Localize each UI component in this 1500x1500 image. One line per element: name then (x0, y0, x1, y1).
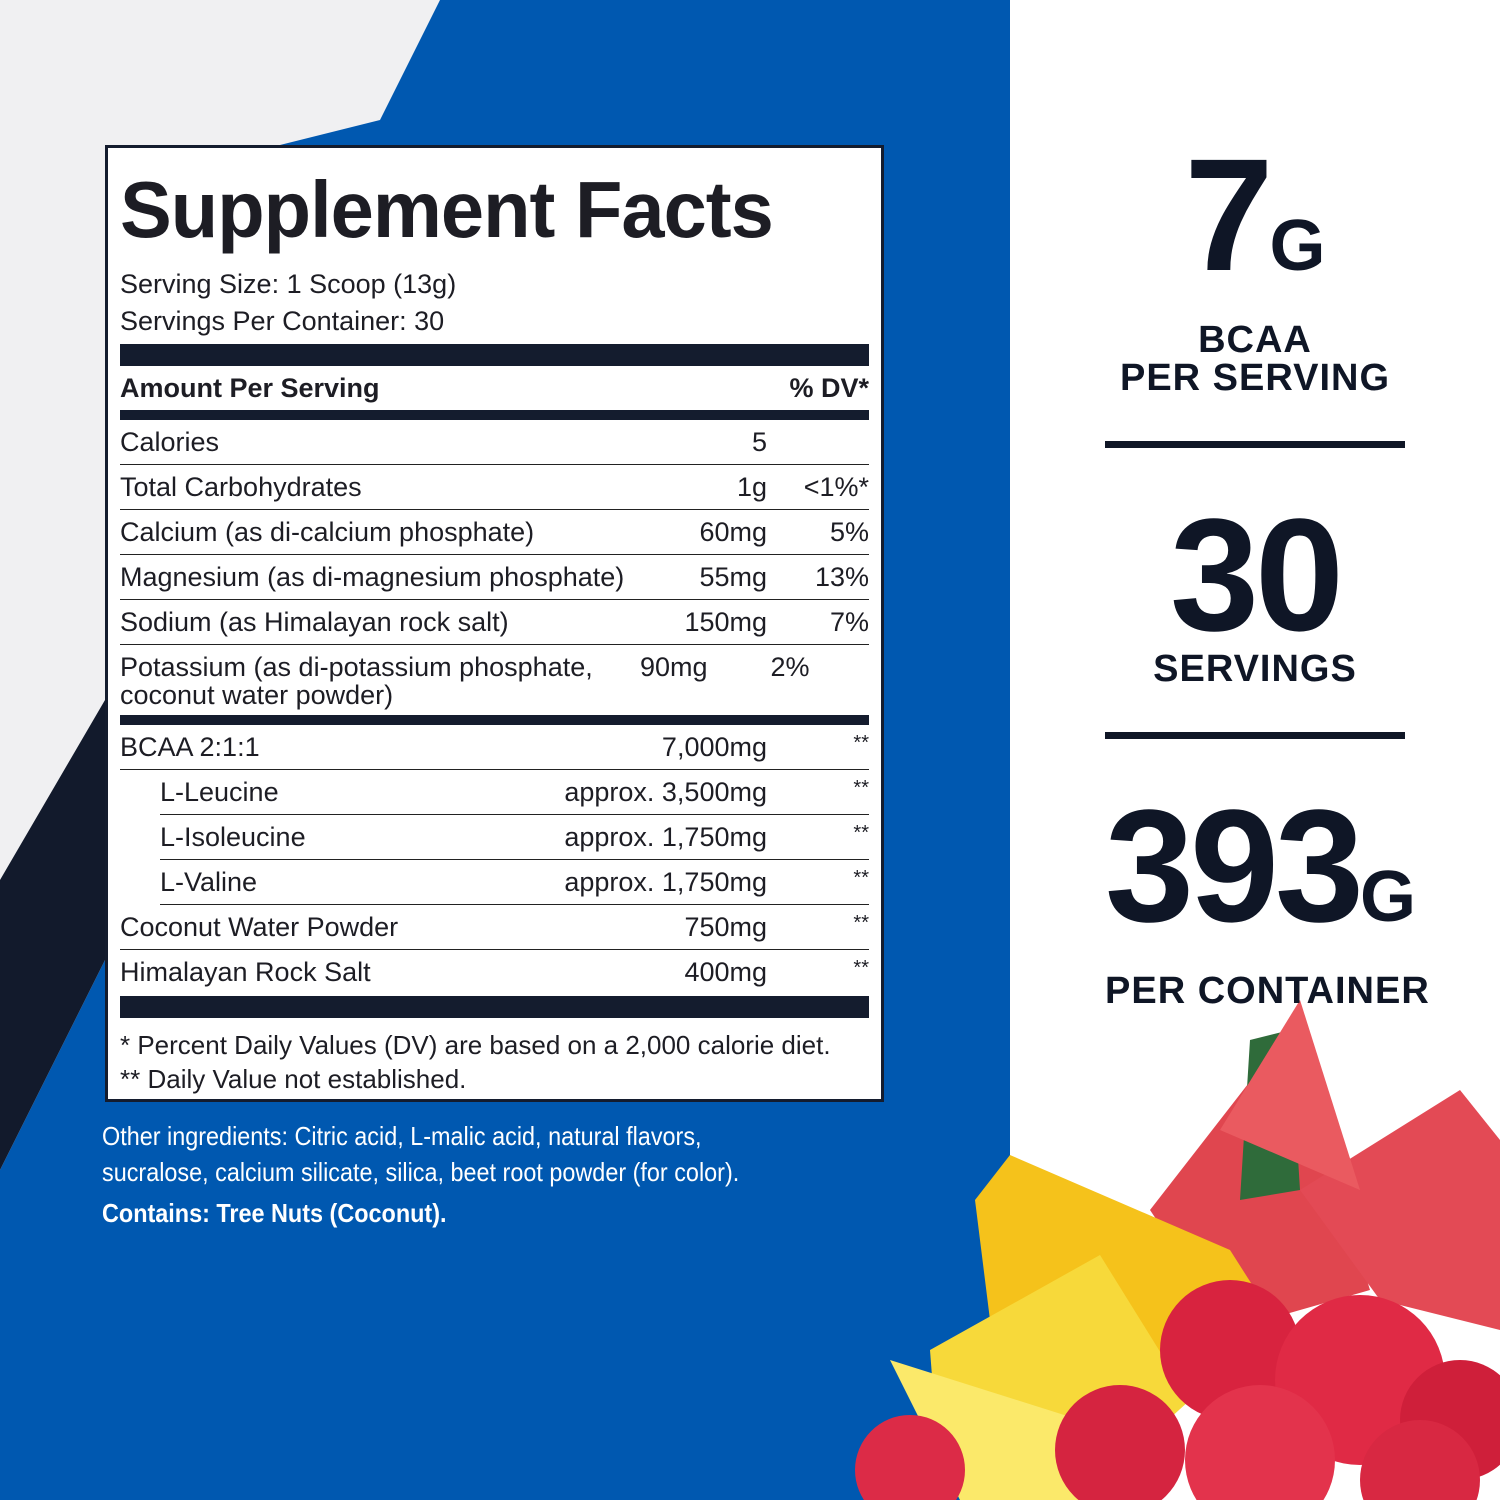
amount: 1g (736, 472, 767, 502)
highlight-label: PER SERVING (1119, 357, 1391, 399)
fact-row: Potassium (as di-potassium phosphate, co… (120, 645, 869, 715)
highlight-unit: G (1269, 206, 1326, 286)
highlight-label: SERVINGS (1153, 648, 1357, 690)
nutrient-name: Coconut Water Powder (120, 912, 399, 942)
highlight-value: 30 (1105, 495, 1405, 655)
daily-value: ** (853, 867, 869, 889)
header: Amount Per Serving % DV* (120, 366, 869, 410)
amount: 60mg (699, 517, 767, 547)
nutrient-name: Magnesium (as di-magnesium phosphate) (120, 562, 625, 592)
amount: approx. 1,750mg (564, 822, 767, 852)
nutrient-name: Total Carbohydrates (120, 472, 362, 502)
fact-row: L-Isoleucine approx. 1,750mg ** (160, 815, 869, 860)
footnote: ** Daily Value not established. (120, 1064, 467, 1094)
divider (120, 344, 869, 366)
daily-value: 13% (814, 562, 869, 592)
header-dv: % DV* (789, 373, 869, 403)
divider (120, 996, 869, 1018)
amount: approx. 3,500mg (564, 777, 767, 807)
highlight-label: BCAA (1198, 319, 1312, 361)
fact-row: Magnesium (as di-magnesium phosphate) 55m… (120, 555, 869, 600)
divider (120, 410, 869, 420)
fruit (855, 1000, 1500, 1500)
fact-row: L-Leucine approx. 3,500mg ** (160, 770, 869, 815)
amount: 5 (751, 427, 767, 457)
serving-size: Serving Size: 1 Scoop (13g) (120, 269, 457, 299)
daily-value: 2% (770, 652, 810, 682)
amount: approx. 1,750mg (564, 867, 767, 897)
highlight-label: PER CONTAINER (1105, 970, 1430, 1012)
amount: 55mg (699, 562, 767, 592)
header-amount: Amount Per Serving (120, 373, 380, 403)
amount: 90mg (640, 652, 708, 682)
highlight-unit: G (1359, 857, 1416, 937)
fact-row: Calories 5 (120, 420, 869, 465)
amount: 7,000mg (661, 732, 767, 762)
divider (1105, 441, 1405, 448)
daily-value: ** (853, 777, 869, 799)
daily-value: ** (853, 822, 869, 844)
daily-value: 5% (829, 517, 869, 547)
sections: Calories 5 Total Carbohydrates 1g <1%* Calciu… (120, 420, 869, 994)
highlight-number: 393 (1105, 776, 1364, 955)
nutrient-name: L-Valine (160, 867, 258, 897)
supplement-facts: Supplement Facts Serving Size: 1 Scoop (… (105, 145, 884, 1102)
fact-row: Coconut Water Powder 750mg ** (120, 905, 869, 950)
nutrient-name: Sodium (as Himalayan rock salt) (120, 607, 509, 637)
highlight-number: 30 (1170, 485, 1344, 664)
amount: 750mg (684, 912, 767, 942)
footnote: * Percent Daily Values (DV) are based on… (120, 1030, 831, 1060)
fact-row: Calcium (as di-calcium phosphate) 60mg 5% (120, 510, 869, 555)
fact-row: BCAA 2:1:1 7,000mg ** (120, 725, 869, 770)
nutrient-name: L-Leucine (160, 777, 279, 807)
daily-value: 7% (829, 607, 869, 637)
highlight-value: 393G (1105, 786, 1416, 972)
daily-value: ** (853, 957, 869, 979)
amount: 150mg (684, 607, 767, 637)
amount: 400mg (684, 957, 767, 987)
highlight-value: 7G (1105, 135, 1405, 321)
highlight-number: 7 (1184, 125, 1274, 304)
nutrient-name: Calories (120, 427, 220, 457)
fact-row: Total Carbohydrates 1g <1%* (120, 465, 869, 510)
nutrient-name: Potassium (as di-potassium phosphate, co… (120, 652, 593, 710)
daily-value: <1%* (803, 472, 869, 502)
servings-per-container: Servings Per Container: 30 (120, 306, 445, 336)
nutrient-name: BCAA 2:1:1 (120, 732, 260, 762)
fact-row: L-Valine approx. 1,750mg ** (160, 860, 869, 905)
daily-value: ** (853, 732, 869, 754)
nutrient-name: L-Isoleucine (160, 822, 306, 852)
highlights: 7G BCAA PER SERVING 30 SERVINGS 393G PER CONTA… (1105, 135, 1430, 1012)
other-ingredients: Other ingredients: Citric acid, L-malic … (102, 1121, 740, 1187)
title: Supplement Facts (120, 165, 774, 254)
daily-value: ** (853, 912, 869, 934)
divider (1105, 732, 1405, 739)
nutrient-name: Himalayan Rock Salt (120, 957, 371, 987)
footnotes: * Percent Daily Values (DV) are based on… (120, 1028, 869, 1096)
fact-row: Sodium (as Himalayan rock salt) 150mg 7% (120, 600, 869, 645)
nutrient-name: Calcium (as di-calcium phosphate) (120, 517, 535, 547)
fact-row: Himalayan Rock Salt 400mg ** (120, 950, 869, 994)
contains: Contains: Tree Nuts (Coconut). (102, 1198, 447, 1228)
divider (120, 715, 869, 725)
